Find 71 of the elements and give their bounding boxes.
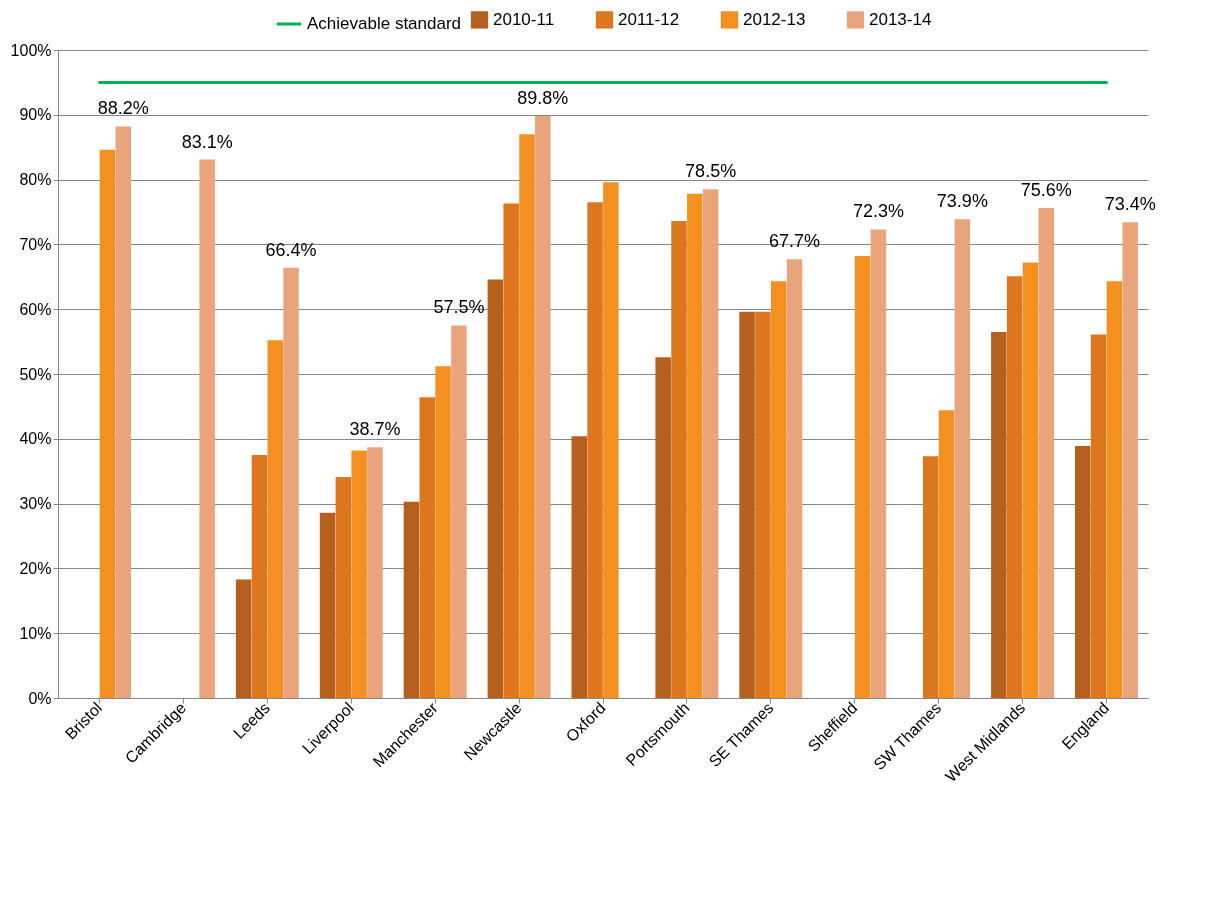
- bar: [870, 229, 887, 698]
- data-label: 66.4%: [265, 239, 317, 260]
- bar: [1006, 276, 1023, 698]
- bar: [922, 456, 939, 698]
- y-tick-label: 100%: [10, 41, 52, 59]
- data-label: 83.1%: [181, 131, 233, 152]
- bar: [770, 281, 787, 698]
- bar: [419, 397, 436, 698]
- y-tick-label: 80%: [19, 171, 52, 189]
- bar: [571, 436, 588, 698]
- data-label: 78.5%: [685, 161, 737, 182]
- bar: [403, 501, 420, 698]
- bar: [115, 126, 131, 698]
- bar: [267, 340, 284, 698]
- data-label: 38.7%: [349, 419, 401, 440]
- bar: [451, 325, 467, 698]
- bar: [335, 477, 352, 698]
- bar: [519, 134, 535, 698]
- bar: [435, 366, 451, 698]
- legend-label: 2010-11: [493, 9, 555, 29]
- y-tick-label: 50%: [19, 365, 52, 383]
- bar: [251, 455, 268, 698]
- bar: [235, 579, 252, 698]
- legend-label: 2012-13: [743, 9, 806, 29]
- bar: [199, 159, 215, 698]
- bar: [854, 256, 871, 698]
- bar: [739, 311, 755, 698]
- y-tick-label: 70%: [19, 235, 52, 253]
- y-tick-label: 10%: [19, 624, 52, 642]
- data-label: 73.9%: [936, 191, 988, 212]
- bar: [351, 450, 367, 698]
- bar: [1106, 281, 1123, 698]
- y-tick-label: 60%: [19, 300, 52, 318]
- data-label: 67.7%: [769, 231, 821, 252]
- bar: [535, 116, 551, 698]
- legend-label: Achievable standard: [307, 14, 462, 33]
- y-tick-label: 20%: [19, 559, 52, 577]
- bar: [1022, 262, 1039, 698]
- bar: [687, 193, 703, 698]
- bar: [587, 202, 603, 698]
- bar: [319, 512, 336, 698]
- bar: [655, 357, 671, 698]
- bar: [702, 189, 719, 698]
- bar: [283, 267, 299, 698]
- data-label: 89.8%: [517, 88, 569, 109]
- bar: [603, 182, 619, 698]
- bar: [938, 410, 955, 698]
- bar: [99, 149, 116, 698]
- bar: [755, 311, 771, 698]
- bar: [1075, 445, 1091, 698]
- y-tick-label: 40%: [19, 430, 52, 448]
- bar: [786, 259, 803, 698]
- data-label: 75.6%: [1020, 180, 1072, 201]
- y-tick-label: 0%: [28, 689, 52, 707]
- data-label: 57.5%: [433, 297, 485, 318]
- bar: [671, 221, 687, 698]
- bar: [367, 447, 383, 698]
- data-label: 73.4%: [1104, 194, 1156, 215]
- y-tick-label: 90%: [19, 106, 52, 124]
- bar: [954, 219, 971, 698]
- bar: [1122, 222, 1138, 698]
- bar: [1038, 208, 1055, 698]
- data-label: 88.2%: [97, 98, 149, 119]
- bar: [991, 331, 1007, 698]
- legend-label: 2011-12: [618, 9, 680, 29]
- bar: [487, 279, 504, 698]
- data-label: 72.3%: [852, 201, 904, 222]
- y-tick-label: 30%: [19, 495, 52, 513]
- bar: [503, 203, 519, 698]
- legend-label: 2013-14: [869, 9, 932, 29]
- bar: [1090, 334, 1107, 698]
